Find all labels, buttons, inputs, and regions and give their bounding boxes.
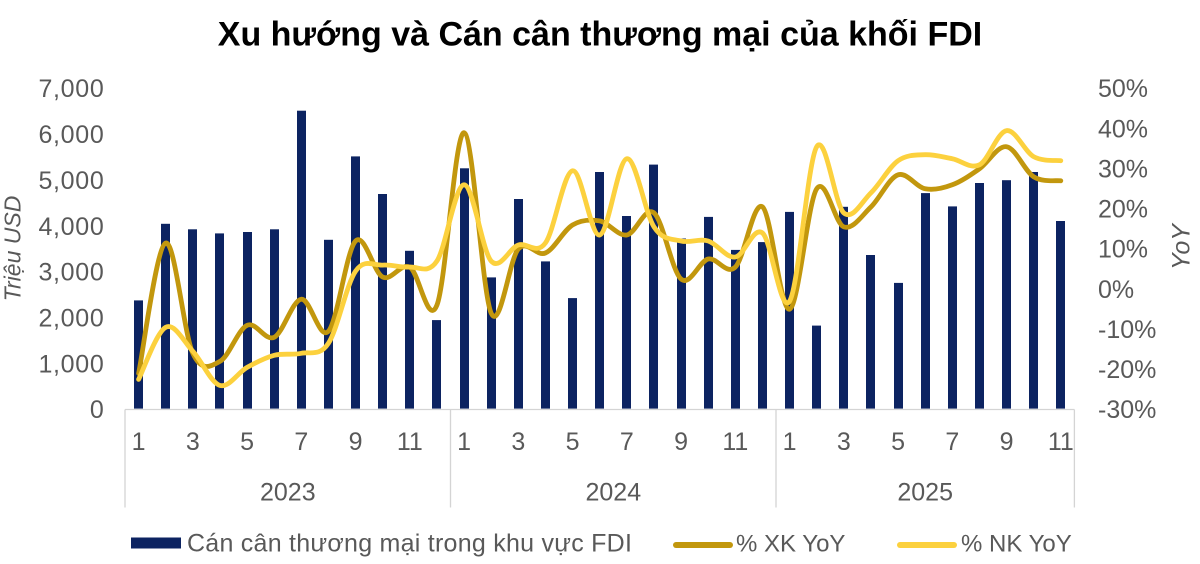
svg-text:Xu hướng và Cán cân thương mại: Xu hướng và Cán cân thương mại của khối …: [218, 16, 982, 54]
svg-text:-20%: -20%: [1098, 356, 1156, 384]
svg-text:2024: 2024: [585, 479, 641, 507]
svg-text:-10%: -10%: [1098, 316, 1156, 344]
svg-text:30%: 30%: [1098, 156, 1148, 184]
svg-text:10%: 10%: [1098, 236, 1148, 264]
svg-text:3: 3: [837, 428, 851, 456]
svg-text:5: 5: [891, 428, 905, 456]
svg-text:1: 1: [783, 428, 797, 456]
svg-text:YoY: YoY: [1168, 222, 1196, 270]
svg-text:1: 1: [457, 428, 471, 456]
svg-text:% XK YoY: % XK YoY: [736, 531, 845, 558]
svg-text:40%: 40%: [1098, 115, 1148, 143]
svg-text:5: 5: [240, 428, 254, 456]
svg-text:7: 7: [945, 428, 959, 456]
svg-text:-30%: -30%: [1098, 396, 1156, 424]
svg-text:0%: 0%: [1098, 276, 1134, 304]
svg-text:Cán cân thương mại trong khu v: Cán cân thương mại trong khu vực FDI: [187, 530, 632, 558]
svg-text:7: 7: [620, 428, 634, 456]
svg-text:9: 9: [674, 428, 688, 456]
svg-text:20%: 20%: [1098, 196, 1148, 224]
svg-text:7: 7: [294, 428, 308, 456]
svg-text:3: 3: [186, 428, 200, 456]
svg-text:1: 1: [132, 428, 146, 456]
svg-text:0: 0: [90, 396, 105, 424]
svg-text:11: 11: [397, 428, 423, 456]
svg-text:4,000: 4,000: [38, 213, 104, 241]
svg-text:2025: 2025: [897, 479, 953, 507]
svg-text:3: 3: [511, 428, 525, 456]
svg-text:3,000: 3,000: [38, 259, 104, 287]
svg-text:6,000: 6,000: [38, 121, 104, 149]
svg-text:Triệu USD: Triệu USD: [0, 196, 26, 302]
svg-text:11: 11: [722, 428, 748, 456]
svg-text:9: 9: [349, 428, 363, 456]
svg-text:7,000: 7,000: [38, 75, 104, 103]
svg-text:50%: 50%: [1098, 75, 1148, 103]
svg-text:2023: 2023: [260, 479, 316, 507]
svg-text:5: 5: [566, 428, 580, 456]
svg-text:% NK YoY: % NK YoY: [961, 531, 1072, 558]
svg-text:9: 9: [1000, 428, 1014, 456]
svg-text:1,000: 1,000: [38, 350, 104, 378]
svg-text:11: 11: [1048, 428, 1074, 456]
svg-text:2,000: 2,000: [38, 305, 104, 333]
svg-text:5,000: 5,000: [38, 167, 104, 195]
